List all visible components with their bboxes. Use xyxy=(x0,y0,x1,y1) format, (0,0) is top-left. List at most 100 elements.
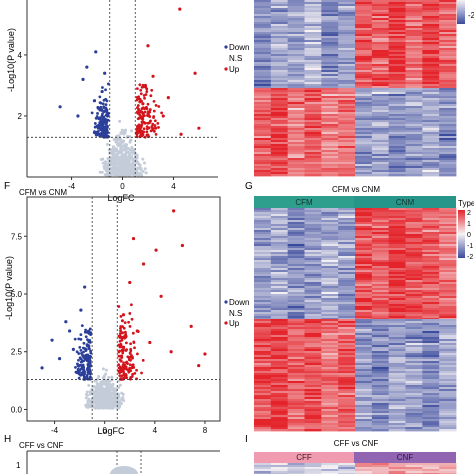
heatmap-cell xyxy=(287,6,305,9)
heatmap-cell xyxy=(405,300,423,303)
heatmap-cell xyxy=(439,415,457,418)
heatmap-cell xyxy=(439,42,457,45)
heatmap-cell xyxy=(439,371,457,374)
heatmap-cell xyxy=(371,359,390,362)
heatmap-cell xyxy=(270,28,289,31)
heatmap-cell xyxy=(355,383,373,386)
down-point xyxy=(101,130,105,134)
ns-point xyxy=(98,399,102,403)
heatmap-cell xyxy=(422,210,440,213)
down-point xyxy=(89,349,93,353)
heatmap-cell xyxy=(439,236,457,239)
heatmap-cell xyxy=(270,381,289,384)
heatmap-cell xyxy=(439,325,457,328)
heatmap-cell xyxy=(422,469,440,472)
group-bar-i: CFF CNF xyxy=(254,452,456,463)
heatmap-cell xyxy=(338,62,356,65)
heatmap-cell xyxy=(405,463,423,466)
heatmap-cell xyxy=(439,174,457,177)
heatmap-cell xyxy=(405,66,423,69)
heatmap-cell xyxy=(270,108,289,111)
ns-point xyxy=(107,388,111,392)
heatmap-cell xyxy=(355,341,373,344)
down-point xyxy=(78,345,82,349)
heatmap-cell xyxy=(338,70,356,73)
heatmap-cell xyxy=(422,0,440,3)
heatmap-cell xyxy=(405,132,423,135)
heatmap-cell xyxy=(321,80,339,83)
heatmap-cell xyxy=(371,102,390,105)
heatmap-cell xyxy=(439,379,457,382)
heatmap-cell xyxy=(405,68,423,71)
heatmap-cell xyxy=(439,274,457,277)
heatmap-cell xyxy=(371,152,390,155)
ns-point xyxy=(92,385,96,389)
heatmap-cell xyxy=(422,152,440,155)
heatmap-cell xyxy=(338,98,356,101)
down-point xyxy=(86,363,91,368)
heatmap-cell xyxy=(338,385,356,388)
heatmap-cell xyxy=(439,331,457,334)
heatmap-cell xyxy=(321,288,339,291)
heatmap-cell xyxy=(371,337,390,340)
heatmap-cell xyxy=(304,345,322,348)
heatmap-cell xyxy=(371,365,390,368)
heatmap-cell xyxy=(287,40,305,43)
heatmap-cell xyxy=(371,208,390,211)
heatmap-cell xyxy=(254,64,272,67)
heatmap-cell xyxy=(405,256,423,259)
heatmap-cell xyxy=(338,118,356,121)
heatmap-cell xyxy=(254,18,272,21)
up-point xyxy=(179,132,183,136)
heatmap-cell xyxy=(287,0,305,3)
heatmap-cell xyxy=(270,44,289,47)
heatmap-g xyxy=(254,208,457,432)
down-point xyxy=(101,86,104,89)
heatmap-cell xyxy=(304,68,322,71)
heatmap-cell xyxy=(304,18,322,21)
heatmap-cell xyxy=(338,124,356,127)
heatmap-cell xyxy=(439,403,457,406)
heatmap-cell xyxy=(439,258,457,261)
heatmap-cell xyxy=(355,399,373,402)
heatmap-cell xyxy=(254,300,272,303)
heatmap-cell xyxy=(321,4,339,7)
heatmap-cell xyxy=(304,403,322,406)
heatmap-cell xyxy=(371,308,390,311)
heatmap-cell xyxy=(388,72,406,75)
heatmap-cell xyxy=(321,28,339,31)
heatmap-cell xyxy=(254,234,272,237)
heatmap-cell xyxy=(388,369,406,372)
heatmap-cell xyxy=(254,276,272,279)
heatmap-cell xyxy=(422,226,440,229)
heatmap-cell xyxy=(270,2,289,5)
heatmap-cell xyxy=(338,42,356,45)
heatmap-cell xyxy=(371,391,390,394)
heatmap-cell xyxy=(422,333,440,336)
heatmap-cell xyxy=(405,427,423,430)
heatmap-cell xyxy=(388,22,406,25)
heatmap-cell xyxy=(254,367,272,370)
heatmap-cell xyxy=(254,214,272,217)
heatmap-cell xyxy=(439,144,457,147)
heatmap-cell xyxy=(439,100,457,103)
heatmap-cell xyxy=(439,76,457,79)
ns-point xyxy=(98,402,102,406)
heatmap-cell xyxy=(304,22,322,25)
heatmap-cell xyxy=(439,248,457,251)
heatmap-cell xyxy=(270,32,289,35)
ns-point xyxy=(120,397,124,401)
heatmap-cell xyxy=(304,98,322,101)
heatmap-cell xyxy=(388,333,406,336)
up-point xyxy=(125,348,129,352)
heatmap-cell xyxy=(355,14,373,17)
heatmap-cell xyxy=(287,288,305,291)
heatmap-cell xyxy=(321,70,339,73)
up-point xyxy=(120,319,124,323)
heatmap-cell xyxy=(304,425,322,428)
heatmap-cell xyxy=(287,375,305,378)
heatmap-cell xyxy=(355,467,373,470)
heatmap-cell xyxy=(422,86,440,89)
heatmap-cell xyxy=(287,66,305,69)
heatmap-cell xyxy=(371,405,390,408)
